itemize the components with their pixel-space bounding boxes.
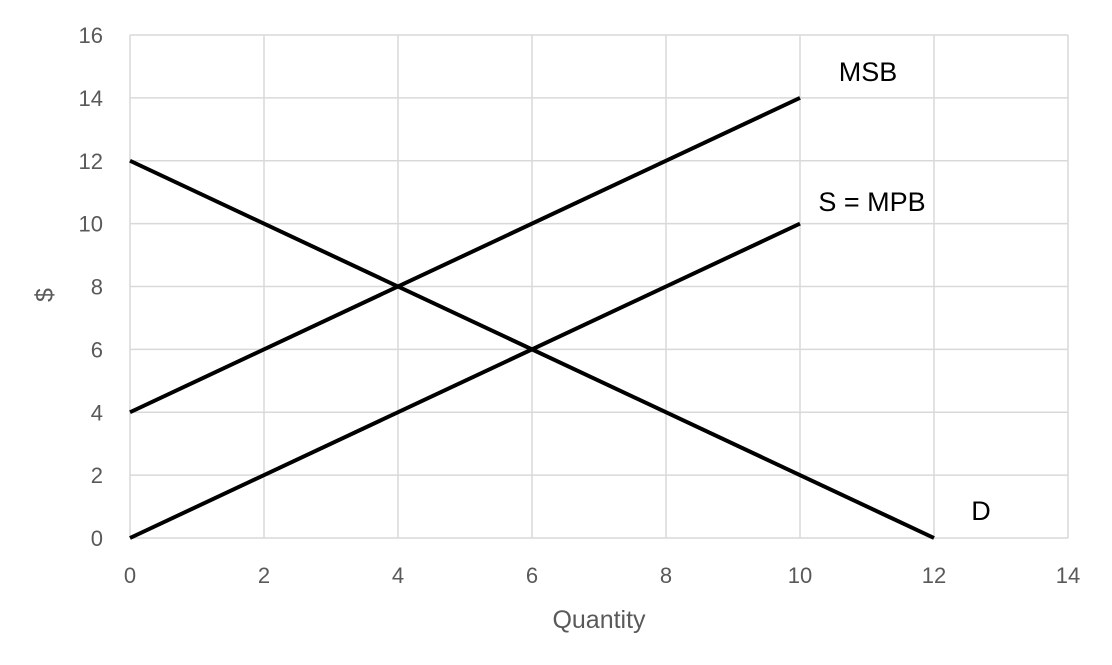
series-line-msb [129,96,801,415]
x-tick-label: 12 [922,563,946,588]
x-tick-labels: 0 2 4 6 8 10 12 14 [124,563,1080,588]
x-axis-title: Quantity [552,606,646,634]
series-label-s-mpb: S = MPB [818,187,925,217]
series-lines [129,96,935,540]
y-tick-label: 12 [79,149,103,174]
series-label-d: D [971,496,991,526]
y-tick-label: 14 [79,86,103,111]
gridlines [129,34,1069,539]
series-label-msb: MSB [839,57,898,87]
y-tick-label: 0 [91,526,103,551]
series-line-s-mpb [129,221,801,540]
series-line-d [129,158,935,540]
series-labels: MSB S = MPB D [818,57,990,526]
x-tick-label: 10 [788,563,812,588]
y-tick-label: 8 [91,275,103,300]
x-tick-label: 6 [526,563,538,588]
y-tick-label: 6 [91,337,103,362]
y-tick-label: 4 [91,400,103,425]
y-tick-label: 2 [91,463,103,488]
x-tick-label: 14 [1056,563,1080,588]
x-tick-label: 4 [392,563,404,588]
x-tick-label: 2 [258,563,270,588]
x-tick-label: 8 [660,563,672,588]
x-tick-label: 0 [124,563,136,588]
y-tick-label: 16 [79,23,103,48]
y-axis-title: $ [31,288,59,302]
y-tick-label: 10 [79,212,103,237]
y-tick-labels: 0 2 4 6 8 10 12 14 16 [79,23,103,551]
